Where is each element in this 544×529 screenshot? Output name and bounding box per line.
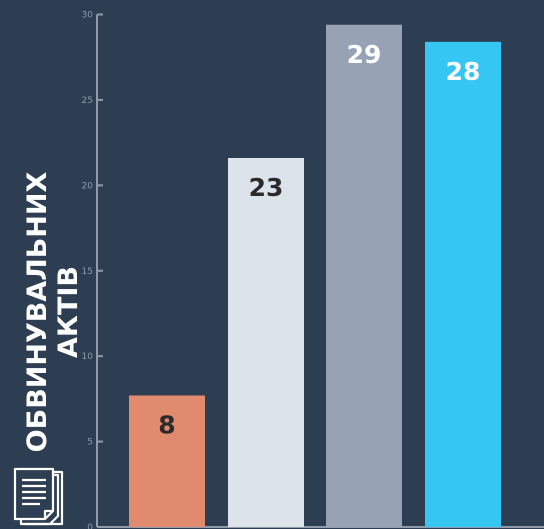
y-tick-label: 30 (82, 11, 94, 21)
y-tick-label: 25 (82, 96, 93, 106)
bar (129, 395, 205, 527)
bars (129, 24, 501, 527)
bar-data-label: 23 (249, 173, 284, 202)
bar (326, 24, 402, 527)
y-tick-label: 20 (82, 181, 94, 191)
y-tick-label: 15 (82, 267, 93, 277)
bar-data-label: 29 (347, 40, 382, 69)
y-tick-label: 10 (82, 352, 94, 362)
bar-data-label: 28 (446, 57, 481, 86)
document-stack-icon (13, 467, 64, 526)
y-tick-label: 5 (87, 438, 93, 448)
bar-labels: 8 23 29 28 (158, 40, 480, 440)
y-axis-title-line-2: АКТІВ (53, 266, 84, 359)
y-axis-title: ОБВИНУВАЛЬНИХ АКТІВ (22, 172, 84, 453)
y-tick-label: 0 (87, 523, 93, 529)
bar (228, 158, 304, 527)
y-axis-title-line-1: ОБВИНУВАЛЬНИХ (22, 171, 53, 453)
bar-data-label: 8 (158, 410, 175, 439)
bar (425, 41, 501, 527)
